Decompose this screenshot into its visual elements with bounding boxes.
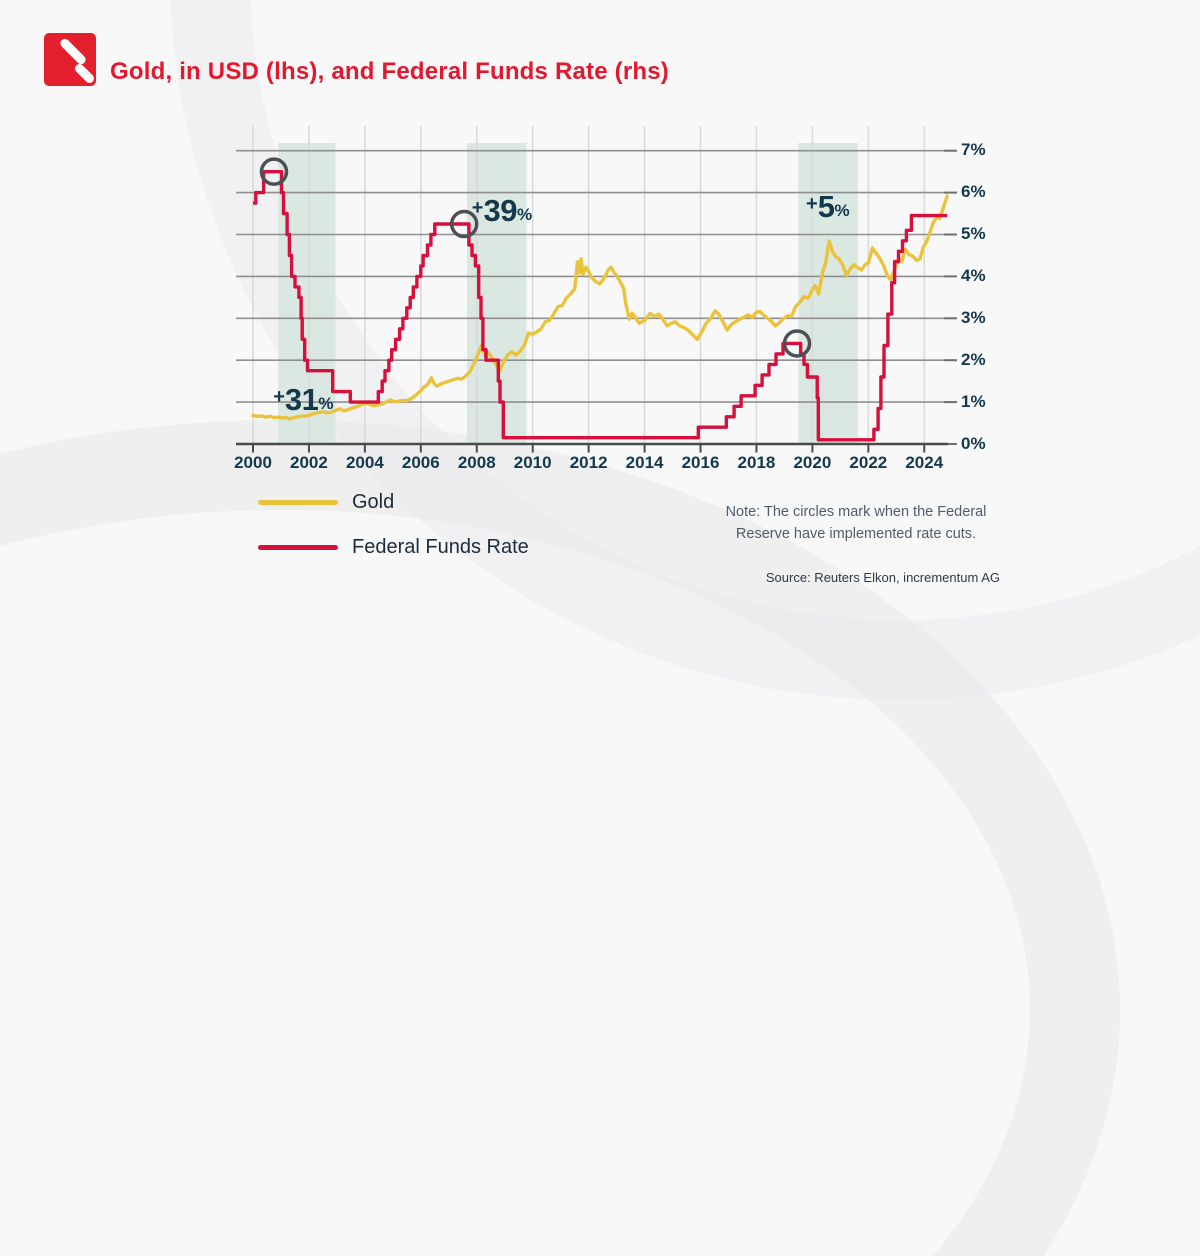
gold-line-swatch [258, 499, 338, 505]
legend: Gold Federal Funds Rate [258, 488, 529, 578]
x-tick-label: 2008 [457, 453, 496, 472]
fed-funds-line-swatch [258, 544, 338, 550]
x-tick-label: 2016 [681, 453, 720, 472]
gold-gain-annotation: +5% [806, 189, 850, 225]
fed-funds-step-series [253, 170, 948, 442]
y-tick-label: 3% [961, 307, 986, 327]
x-tick-label: 2022 [849, 453, 888, 472]
rate-cut-marker-circle [449, 209, 479, 239]
y-tick-label: 2% [961, 349, 986, 369]
rate-cut-marker-circle [259, 157, 289, 186]
y-tick-label: 4% [961, 265, 986, 285]
gold-gain-annotation: +39% [471, 193, 533, 229]
page-title: Gold, in USD (lhs), and Federal Funds Ra… [110, 58, 669, 86]
note-line-2: Reserve have implemented rate cuts. [735, 526, 977, 542]
incrementum-logo-icon [44, 33, 96, 86]
note-line-1: Note: The circles mark when the Federal [725, 504, 987, 520]
legend-item-gold: Gold [258, 488, 529, 516]
legend-item-fed-funds: Federal Funds Rate [258, 533, 529, 561]
y-tick-label: 1% [961, 391, 986, 411]
legend-label-fed-funds: Federal Funds Rate [352, 535, 529, 558]
rate-cut-period-band [798, 143, 858, 444]
y-tick-label: 0% [961, 433, 986, 453]
x-tick-label: 2020 [793, 453, 832, 472]
y-tick-label: 7% [961, 140, 986, 160]
x-tick-label: 2024 [905, 453, 944, 472]
chart-plot [236, 126, 957, 453]
source-text: Source: Reuters Elkon, incrementum AG [765, 570, 1000, 585]
rate-cut-marker-circle [782, 329, 812, 358]
rate-cut-period-band [466, 143, 527, 444]
x-tick-label: 2012 [569, 453, 608, 472]
legend-label-gold: Gold [352, 490, 395, 513]
x-tick-label: 2014 [625, 453, 664, 472]
gold-line-series [251, 194, 949, 421]
x-tick-label: 2002 [290, 453, 328, 472]
x-tick-label: 2018 [737, 453, 776, 472]
x-tick-label: 2004 [345, 453, 384, 472]
gold-gain-annotation: +31% [273, 382, 334, 417]
chart-note: Note: The circles mark when the Federal … [698, 501, 1014, 545]
x-tick-label: 2000 [234, 453, 272, 472]
y-tick-label: 5% [961, 224, 986, 243]
y-tick-label: 6% [961, 182, 986, 202]
x-tick-label: 2006 [401, 453, 440, 472]
x-tick-label: 2010 [513, 453, 552, 472]
